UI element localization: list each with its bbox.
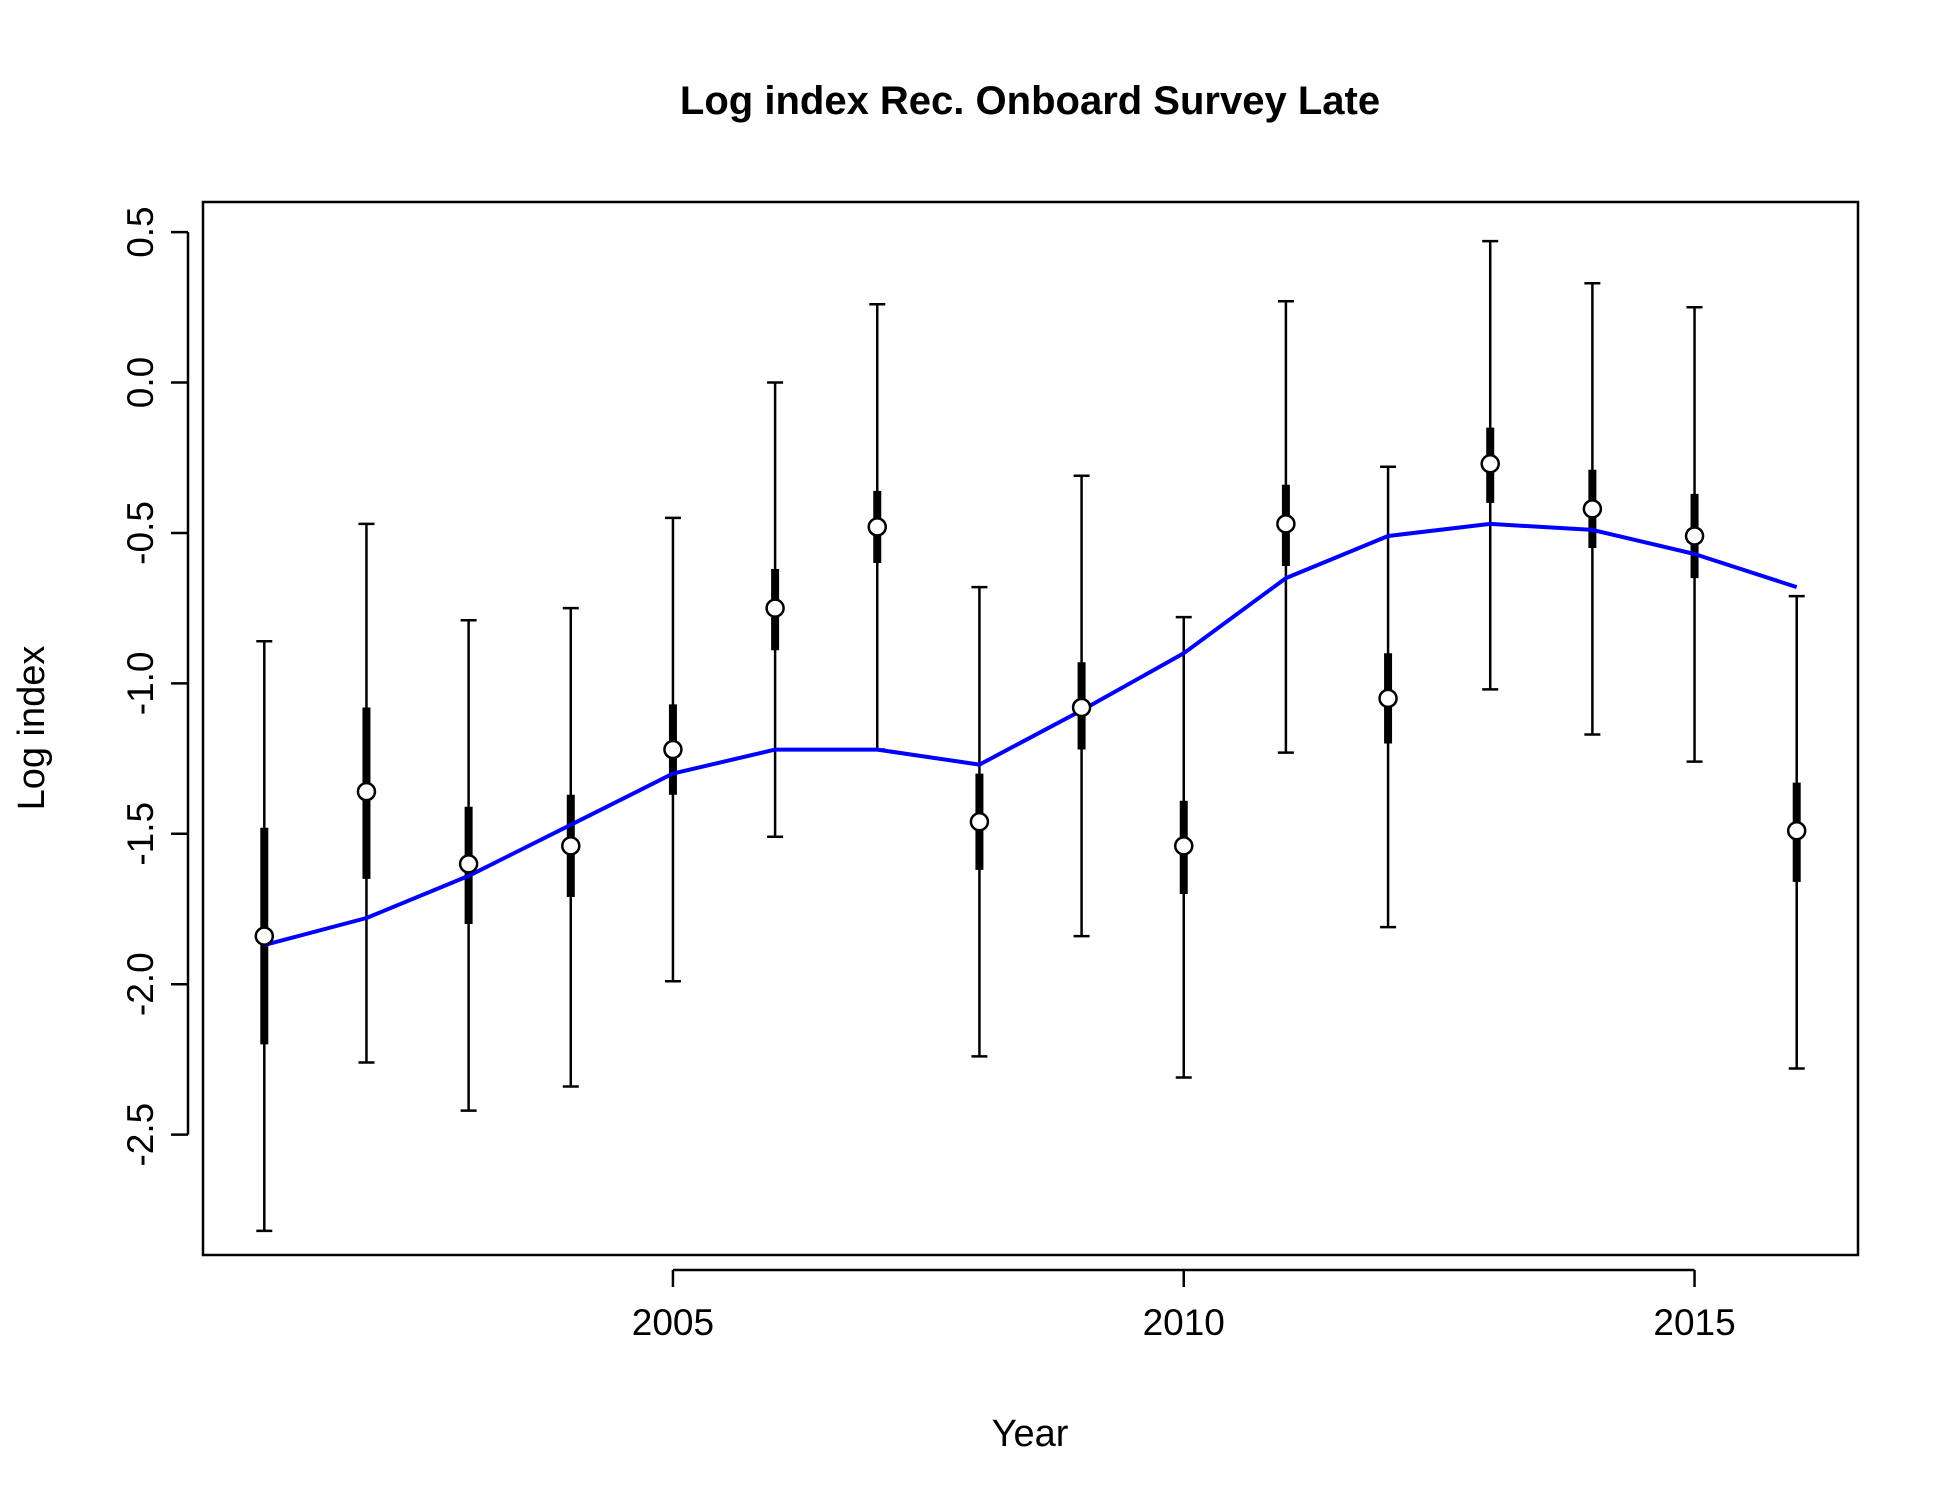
chart-title: Log index Rec. Onboard Survey Late bbox=[680, 79, 1380, 123]
observed-point-2003 bbox=[458, 854, 479, 874]
y-tick-label--1.5: -1.5 bbox=[120, 802, 161, 866]
x-tick-label-2015: 2015 bbox=[1653, 1302, 1735, 1343]
y-axis: -2.5 -2.0 -1.5 -1.0 -0.5 0.0 0.5 bbox=[120, 206, 190, 1167]
y-tick-label-0.5: 0.5 bbox=[120, 206, 161, 257]
fit-layer bbox=[263, 521, 1798, 948]
observed-point-2014 bbox=[1582, 499, 1603, 519]
y-tick-label--2.5: -2.5 bbox=[120, 1103, 161, 1167]
observed-point-2002 bbox=[356, 781, 377, 802]
y-tick-label--1.0: -1.0 bbox=[120, 651, 161, 715]
x-axis-label: Year bbox=[992, 1413, 1069, 1455]
observed-point-2015 bbox=[1684, 526, 1705, 546]
plot-frame bbox=[201, 200, 1860, 1257]
observed-point-2001 bbox=[254, 926, 275, 946]
observed-point-2016 bbox=[1786, 821, 1807, 841]
y-tick-label--0.5: -0.5 bbox=[120, 501, 161, 565]
y-tick-label-0.0: 0.0 bbox=[120, 357, 161, 408]
y-tick-label--2.0: -2.0 bbox=[120, 952, 161, 1016]
observed-point-2007 bbox=[867, 517, 888, 537]
observed-point-2010 bbox=[1173, 836, 1194, 856]
observed-points bbox=[254, 453, 1807, 946]
x-tick-label-2005: 2005 bbox=[632, 1302, 714, 1343]
fit-line bbox=[263, 521, 1798, 948]
observed-point-2006 bbox=[765, 598, 785, 618]
observed-point-2008 bbox=[969, 812, 990, 832]
observed-point-2011 bbox=[1276, 514, 1296, 534]
observed-point-2012 bbox=[1378, 688, 1398, 709]
observed-point-2009 bbox=[1071, 697, 1092, 718]
observed-point-2005 bbox=[663, 739, 683, 760]
observed-point-2013 bbox=[1480, 453, 1500, 474]
y-axis-label: Log index bbox=[11, 646, 53, 811]
x-tick-label-2010: 2010 bbox=[1143, 1302, 1225, 1343]
x-axis: 2005 2010 2015 bbox=[632, 1268, 1736, 1343]
observed-point-2004 bbox=[561, 836, 581, 856]
